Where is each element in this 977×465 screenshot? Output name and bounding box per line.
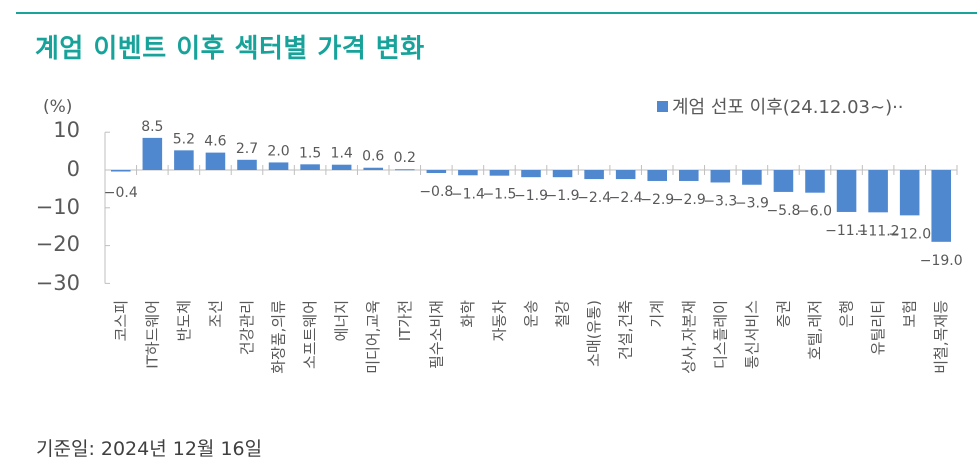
category-label: 반도체 (175, 300, 193, 341)
data-label: −1.9 (546, 188, 580, 204)
data-label: −6.0 (798, 204, 832, 220)
data-label: 1.4 (331, 146, 353, 162)
data-label: −0.4 (104, 185, 138, 201)
bar (458, 170, 478, 176)
bar (142, 137, 163, 170)
bar (836, 170, 857, 212)
bar (678, 170, 699, 181)
legend-swatch (657, 100, 668, 112)
category-label: 건강관리 (238, 300, 256, 355)
category-label: 철강 (554, 300, 572, 328)
category-label: 화학 (459, 300, 477, 328)
category-label: 운송 (522, 300, 540, 328)
legend-label: 계엄 선포 이후(24.12.03~)·· (672, 97, 904, 118)
category-label: IT하드웨어 (143, 300, 161, 369)
category-label: IT가전 (396, 300, 414, 341)
data-label: 0.6 (362, 149, 384, 165)
data-label: −5.8 (766, 203, 800, 219)
data-label: −0.8 (419, 184, 453, 200)
category-label: 유틸리티 (869, 300, 887, 355)
bar (426, 170, 447, 174)
data-label: −2.4 (577, 190, 611, 206)
y-tick-10: 10 (53, 118, 80, 142)
bar (552, 170, 573, 178)
bar (584, 170, 604, 180)
category-label: 코스피 (112, 300, 130, 341)
category-label: 건설,건축 (617, 300, 635, 360)
bar (205, 152, 226, 170)
data-label: −2.9 (640, 192, 674, 208)
category-label: 은행 (838, 300, 856, 328)
category-label: 디스플레이 (711, 300, 729, 369)
y-tick-minus-10: −10 (35, 195, 80, 219)
bar (237, 159, 257, 170)
data-label: −19.0 (920, 253, 963, 269)
bar (300, 164, 320, 170)
bar (615, 170, 636, 180)
bar (394, 169, 415, 171)
bar (931, 170, 952, 242)
bar (647, 170, 668, 181)
bar (805, 170, 825, 193)
bar (110, 170, 131, 172)
category-label: 통신서비스 (743, 300, 761, 369)
y-tick-minus-30: −30 (35, 271, 80, 295)
legend: 계엄 선포 이후(24.12.03~)·· (657, 93, 904, 119)
data-label: 2.0 (267, 143, 289, 159)
category-label: 기계 (648, 300, 666, 328)
chart-title: 계엄 이벤트 이후 섹터별 가격 변화 (35, 34, 425, 64)
category-label: 호텔,레저 (806, 300, 824, 360)
top-rule (16, 12, 977, 14)
data-label: −3.9 (735, 196, 769, 212)
category-label: 보험 (901, 300, 919, 328)
data-label: −2.4 (609, 190, 643, 206)
data-label: 4.6 (204, 134, 226, 150)
data-label: −11.2 (857, 223, 900, 239)
data-label: −1.9 (514, 188, 548, 204)
data-label: 1.5 (299, 145, 321, 161)
category-label: 비철,목재등 (932, 300, 950, 374)
bar (489, 170, 510, 176)
data-label: −1.4 (451, 186, 485, 202)
category-label: 에너지 (333, 300, 351, 341)
y-tick-0: 0 (66, 157, 80, 181)
y-axis-unit: (%) (43, 97, 73, 117)
bar (742, 170, 762, 185)
y-tick-minus-20: −20 (35, 232, 80, 256)
category-label: 조선 (206, 300, 224, 328)
bar (521, 170, 541, 178)
category-label: 증권 (774, 300, 792, 328)
category-label: 상사,자본재 (680, 300, 698, 374)
data-label: 0.2 (394, 150, 416, 166)
data-label: 8.5 (141, 119, 163, 135)
data-label: 5.2 (173, 131, 195, 147)
bar (868, 170, 888, 213)
bar (899, 170, 920, 216)
category-label: 화장품,의류 (270, 300, 288, 374)
category-label: 소매(유통) (585, 300, 603, 367)
bar (773, 170, 794, 192)
bar (174, 150, 194, 170)
bar (331, 164, 352, 170)
data-label: −3.3 (703, 193, 737, 209)
data-label: −12.0 (888, 226, 931, 242)
data-label: 2.7 (236, 141, 258, 157)
category-label: 소프트웨어 (301, 300, 319, 369)
data-label: −11.1 (825, 223, 868, 239)
category-label: 자동차 (490, 300, 508, 342)
data-label: −1.5 (482, 187, 516, 203)
category-label: 미디어,교육 (364, 300, 382, 374)
data-label: −2.9 (672, 192, 706, 208)
category-label: 필수소비재 (427, 300, 445, 369)
bar (268, 162, 289, 170)
footer-date: 기준일: 2024년 12월 16일 (36, 438, 263, 460)
bar (363, 167, 384, 170)
bar (710, 170, 731, 183)
